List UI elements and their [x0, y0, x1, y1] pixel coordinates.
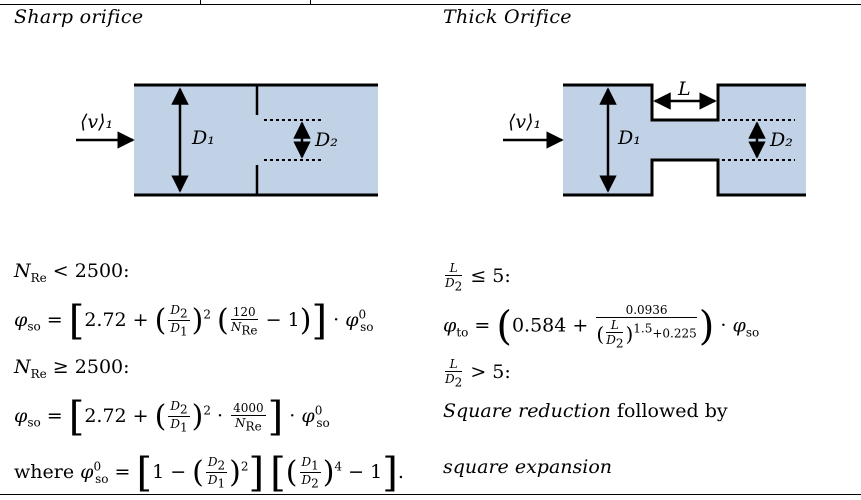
left-equation-1: φso = [2.72 + (D2 D1)2 (120 NRe − 1)] · φ0…	[14, 297, 374, 344]
sharp-velocity-label: ⟨v⟩₁	[80, 111, 114, 133]
sharp-orifice-diagram	[76, 83, 378, 197]
right-text-line-2: square expansion	[443, 456, 613, 478]
right-text-line-1: Square reduction followed by	[443, 400, 728, 422]
right-condition-1: L D2 ≤ 5:	[445, 261, 511, 294]
thick-pipe-fluid	[563, 85, 806, 195]
bottom-rule	[0, 494, 861, 495]
sharp-d1-label: D₁	[192, 127, 215, 149]
thick-orifice-heading: Thick Orifice	[443, 6, 572, 28]
thick-d2-label: D₂	[770, 129, 793, 151]
sharp-d2-label: D₂	[315, 129, 338, 151]
sharp-orifice-heading: Sharp orifice	[14, 6, 144, 28]
top-rule-tick	[200, 0, 201, 4]
left-condition-1: NRe < 2500:	[14, 260, 130, 285]
thick-pipe-top-wall	[563, 83, 806, 122]
top-rule-tick	[310, 0, 311, 4]
thick-orifice-diagram	[503, 83, 806, 197]
top-rule	[0, 4, 861, 5]
left-equation-2: φso = [2.72 + (D2 D1)2 · 4000 NRe] · φ0so	[14, 393, 330, 440]
left-condition-2: NRe ≥ 2500:	[14, 356, 130, 381]
left-equation-where: where φ0so = [1 − (D2 D1)2] [(D1 D2)4 − 1]…	[14, 449, 404, 496]
thick-length-label: L	[678, 78, 691, 100]
thick-pipe-bottom-wall	[563, 158, 806, 197]
thick-d1-label: D₁	[618, 127, 641, 149]
thick-velocity-label: ⟨v⟩₁	[508, 111, 542, 133]
right-equation-1: φto = (0.584 + 0.0936(L D2)1.5+0.225) · φ…	[443, 303, 760, 351]
right-condition-2: L D2 > 5:	[445, 357, 511, 390]
